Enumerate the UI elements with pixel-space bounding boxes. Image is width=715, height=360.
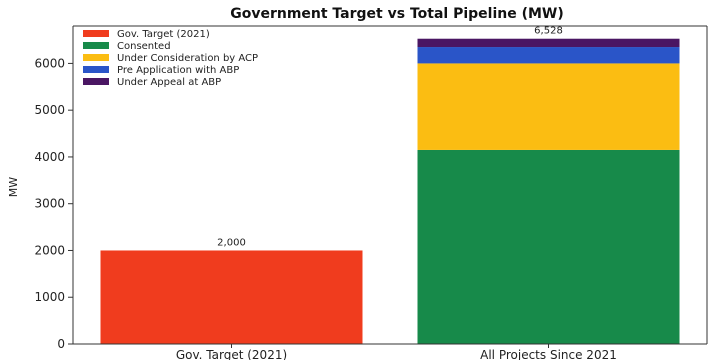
legend-swatch xyxy=(83,30,109,37)
bar-segment xyxy=(417,47,680,64)
legend-swatch xyxy=(83,42,109,49)
legend-label: Gov. Target (2021) xyxy=(117,29,210,40)
bar-segment xyxy=(100,250,363,344)
x-tick-label: Gov. Target (2021) xyxy=(176,348,287,360)
y-tick-label: 5000 xyxy=(34,103,65,117)
bar-total-label: 2,000 xyxy=(217,237,246,248)
x-tick-label: All Projects Since 2021 xyxy=(480,348,617,360)
legend-label: Pre Application with ABP xyxy=(117,65,239,76)
y-tick-label: 4000 xyxy=(34,150,65,164)
legend-swatch xyxy=(83,66,109,73)
y-tick-label: 1000 xyxy=(34,290,65,304)
legend-swatch xyxy=(83,54,109,61)
chart-title: Government Target vs Total Pipeline (MW) xyxy=(230,6,564,22)
legend-swatch xyxy=(83,78,109,85)
bar-segment xyxy=(417,149,680,344)
y-tick-label: 0 xyxy=(57,337,65,351)
legend-label: Under Appeal at ABP xyxy=(117,77,221,88)
bar-segment xyxy=(417,63,680,150)
bar-total-label: 6,528 xyxy=(534,26,563,37)
legend-label: Consented xyxy=(117,41,171,52)
y-tick-label: 3000 xyxy=(34,197,65,211)
y-tick-label: 2000 xyxy=(34,243,65,257)
y-tick-label: 6000 xyxy=(34,56,65,70)
legend-label: Under Consideration by ACP xyxy=(117,53,258,64)
y-axis-label: MW xyxy=(7,177,20,197)
plot-area: 0 1000 2000 3000 4000 5000 6000 2,000 Gov. Targe… xyxy=(34,25,708,360)
bar-segment xyxy=(417,38,680,48)
